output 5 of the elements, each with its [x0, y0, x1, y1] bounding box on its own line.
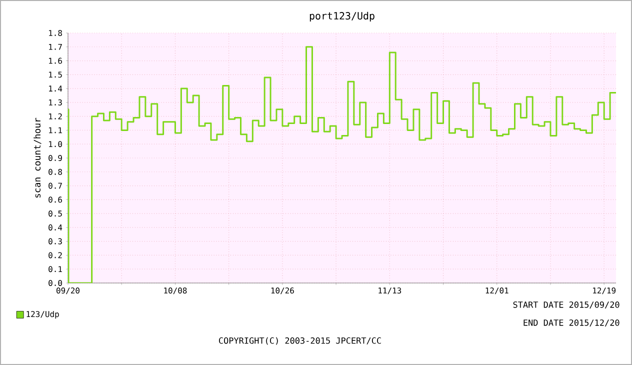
text: COPYRIGHT(C) 2003-2015 JPCERT/CC: [219, 337, 381, 345]
y-axis-title: scan count/hour: [34, 118, 42, 198]
chart-title: port123/Udp: [310, 12, 374, 22]
text: END DATE 2015/12/20: [524, 319, 620, 327]
text: START DATE 2015/09/20: [513, 301, 620, 309]
